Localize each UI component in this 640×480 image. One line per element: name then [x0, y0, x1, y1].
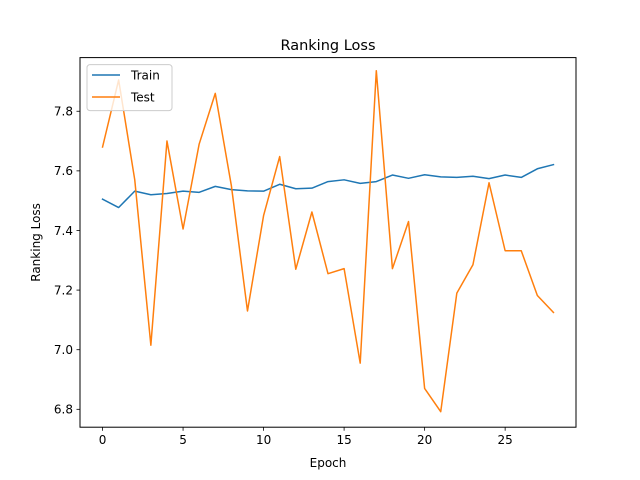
plot-frame [79, 57, 577, 428]
y-tick-label: 7.6 [54, 164, 73, 178]
legend-label-train: Train [130, 69, 160, 83]
y-axis-ticks: 6.8 7.0 7.2 7.4 7.6 7.8 [54, 105, 80, 417]
x-tick-label: 20 [417, 433, 432, 447]
x-tick-label: 0 [99, 433, 107, 447]
legend: Train Test [86, 64, 173, 112]
series-line-test [101, 69, 555, 413]
x-tick-label: 15 [336, 433, 351, 447]
legend-box [86, 64, 173, 112]
chart-title: Ranking Loss [280, 38, 375, 54]
x-axis-ticks: 0 5 10 15 20 25 [99, 427, 513, 447]
y-tick-label: 7.4 [54, 224, 73, 238]
y-axis-label: Ranking Loss [29, 203, 43, 282]
y-tick-label: 7.0 [54, 343, 73, 357]
y-tick-label: 6.8 [54, 403, 73, 417]
series-line-train [101, 163, 555, 209]
series-lines [101, 69, 555, 413]
x-tick-label: 10 [256, 433, 271, 447]
y-tick-label: 7.8 [54, 105, 73, 119]
x-tick-label: 25 [498, 433, 513, 447]
y-tick-label: 7.2 [54, 283, 73, 297]
x-tick-label: 5 [179, 433, 187, 447]
legend-label-test: Test [130, 91, 155, 105]
x-axis-label: Epoch [310, 456, 347, 470]
